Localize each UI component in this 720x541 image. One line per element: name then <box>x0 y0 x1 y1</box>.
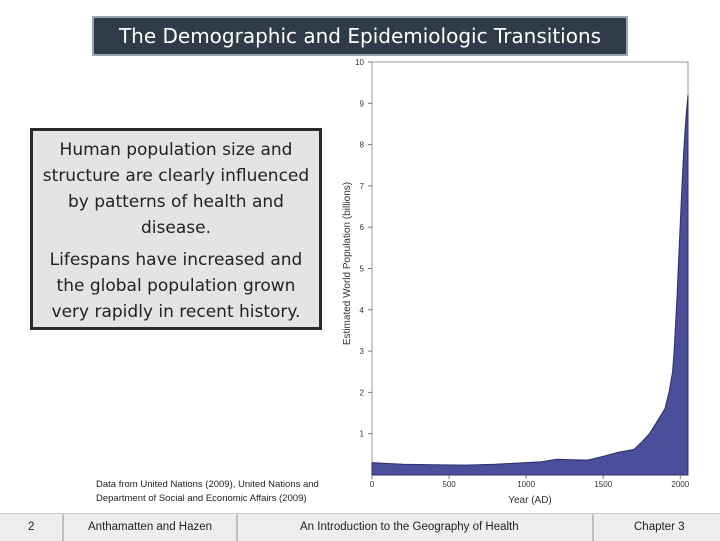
page-number: 2 <box>28 521 35 533</box>
slide-title: The Demographic and Epidemiologic Transi… <box>92 16 628 56</box>
x-tick-label: 0 <box>370 480 375 489</box>
footer-divider <box>62 514 64 541</box>
population-chart-svg: 1 2 3 4 5 6 7 8 9 10 0 500 1000 1500 2000 Year (AD) Esti… <box>342 58 690 506</box>
footer-chapter: Chapter 3 <box>634 521 685 533</box>
footer-authors: Anthamatten and Hazen <box>88 521 213 533</box>
x-tick-label: 1000 <box>517 480 535 489</box>
x-axis-label: Year (AD) <box>508 495 552 506</box>
y-tick-label: 2 <box>360 388 365 397</box>
plot-frame <box>371 61 689 476</box>
y-axis-label: Estimated World Population (billions) <box>342 182 353 345</box>
paragraph-health-disease: Human population size and structure are … <box>42 140 310 238</box>
y-tick-label: 5 <box>360 265 365 274</box>
y-tick-label: 7 <box>360 182 365 191</box>
slide-footer: 2 Anthamatten and Hazen An Introduction … <box>0 513 720 541</box>
y-tick-label: 9 <box>360 99 365 108</box>
population-area <box>371 94 689 476</box>
x-tick-label: 2000 <box>671 480 689 489</box>
data-source-note: Data from United Nations (2009), United … <box>96 479 319 504</box>
x-tick-label: 500 <box>442 480 456 489</box>
y-tick-label: 4 <box>360 306 365 315</box>
y-tick-label: 10 <box>355 58 364 67</box>
footer-book-title: An Introduction to the Geography of Heal… <box>300 521 519 533</box>
x-tick-label: 1500 <box>594 480 612 489</box>
summary-text-box: Human population size and structure are … <box>30 128 322 330</box>
y-tick-label: 8 <box>360 141 365 150</box>
y-tick-label: 3 <box>360 347 365 356</box>
y-tick-label: 6 <box>360 223 365 232</box>
footer-divider <box>236 514 238 541</box>
paragraph-lifespans: Lifespans have increased and the global … <box>49 250 303 322</box>
y-tick-label: 1 <box>360 430 365 439</box>
footer-divider <box>592 514 594 541</box>
population-chart: 1 2 3 4 5 6 7 8 9 10 0 500 1000 1500 2000 Year (AD) Esti… <box>334 58 720 510</box>
